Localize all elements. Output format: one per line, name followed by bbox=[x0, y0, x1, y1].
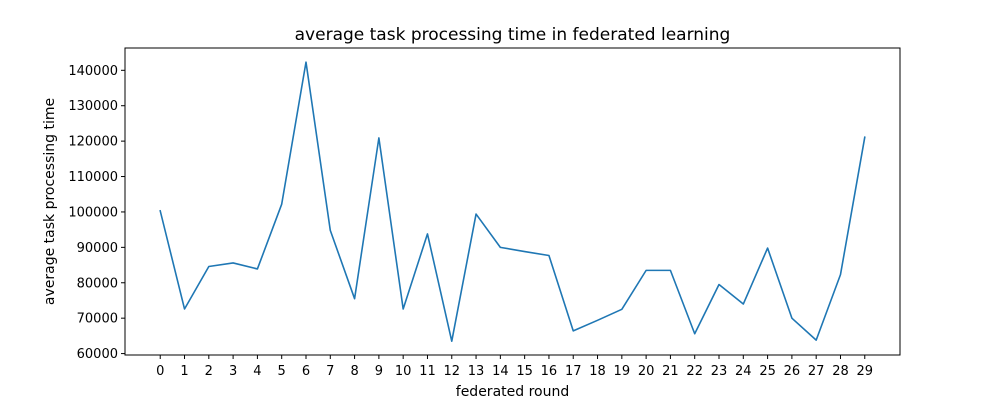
x-tick-label: 25 bbox=[759, 364, 776, 379]
y-tick-label: 60000 bbox=[77, 347, 118, 362]
x-tick-label: 28 bbox=[832, 364, 849, 379]
y-tick-label: 120000 bbox=[68, 135, 118, 150]
y-tick-label: 110000 bbox=[68, 170, 118, 185]
x-tick-label: 1 bbox=[180, 364, 188, 379]
x-tick-label: 20 bbox=[638, 364, 655, 379]
plot-frame bbox=[124, 47, 901, 356]
x-tick-label: 13 bbox=[468, 364, 485, 379]
y-tick-label: 80000 bbox=[77, 276, 118, 291]
x-tick-label: 22 bbox=[686, 364, 703, 379]
x-tick-label: 27 bbox=[808, 364, 825, 379]
x-tick-label: 0 bbox=[156, 364, 164, 379]
y-axis-ticks: 60000 70000 80000 90000 100000 110000 120000 13… bbox=[68, 64, 125, 362]
x-tick-label: 14 bbox=[492, 364, 509, 379]
x-tick-label: 26 bbox=[784, 364, 801, 379]
plot-area-background bbox=[125, 48, 900, 355]
y-tick-label: 140000 bbox=[68, 64, 118, 79]
x-tick-label: 5 bbox=[278, 364, 286, 379]
x-tick-label: 4 bbox=[253, 364, 261, 379]
x-tick-label: 17 bbox=[565, 364, 582, 379]
x-axis-label: federated round bbox=[456, 384, 569, 400]
x-tick-label: 12 bbox=[443, 364, 460, 379]
series-line bbox=[159, 61, 866, 342]
x-tick-label: 18 bbox=[589, 364, 606, 379]
y-tick-label: 100000 bbox=[68, 205, 118, 220]
x-tick-label: 6 bbox=[302, 364, 310, 379]
y-tick-label: 130000 bbox=[68, 99, 118, 114]
x-tick-label: 23 bbox=[711, 364, 728, 379]
x-tick-label: 16 bbox=[541, 364, 558, 379]
x-tick-label: 10 bbox=[395, 364, 412, 379]
x-tick-label: 24 bbox=[735, 364, 752, 379]
y-tick-label: 70000 bbox=[77, 312, 118, 327]
x-tick-label: 15 bbox=[516, 364, 533, 379]
x-tick-label: 9 bbox=[375, 364, 383, 379]
x-tick-label: 29 bbox=[856, 364, 873, 379]
x-tick-label: 21 bbox=[662, 364, 679, 379]
y-axis-label: average task processing time bbox=[42, 98, 58, 305]
x-tick-label: 7 bbox=[326, 364, 334, 379]
y-tick-label: 90000 bbox=[77, 241, 118, 256]
x-tick-label: 3 bbox=[229, 364, 237, 379]
x-axis-ticks: 0 1 2 3 4 5 6 7 8 9 10 11 12 13 14 15 16 17 18 19 20 21 22 23 24… bbox=[156, 355, 873, 379]
x-tick-label: 19 bbox=[614, 364, 631, 379]
chart-title: average task processing time in federate… bbox=[295, 25, 731, 45]
series-layer bbox=[159, 61, 866, 342]
x-tick-label: 11 bbox=[419, 364, 436, 379]
x-tick-label: 2 bbox=[205, 364, 213, 379]
x-tick-label: 8 bbox=[350, 364, 358, 379]
